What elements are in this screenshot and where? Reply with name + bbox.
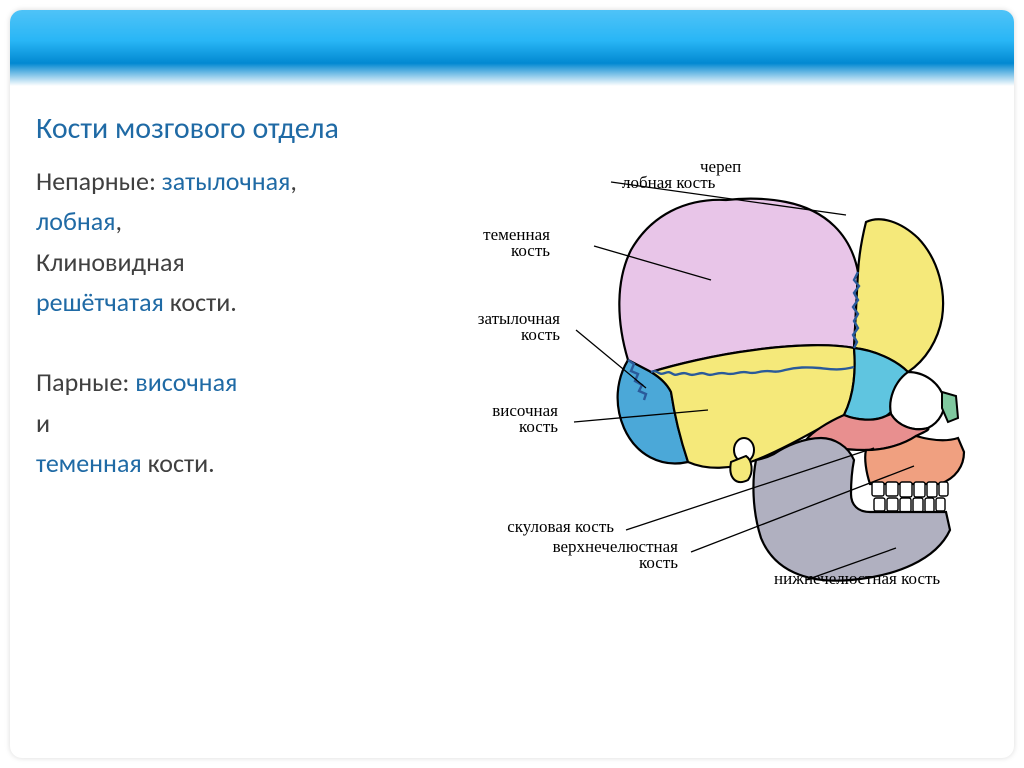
slide-title: Кости мозгового отдела <box>36 110 988 147</box>
t4b: кости. <box>164 286 237 318</box>
t1c: , <box>290 165 297 197</box>
line-5: Парные: височная <box>36 362 466 402</box>
slide-frame: Кости мозгового отдела Непарные: затылоч… <box>10 10 1014 758</box>
blank-1 <box>36 322 466 362</box>
label-visoch2: кость <box>519 418 558 436</box>
line-1: Непарные: затылочная, <box>36 161 466 201</box>
line-4: решётчатая кости. <box>36 282 466 322</box>
upper-teeth <box>872 482 948 497</box>
label-temennaya2: кость <box>511 242 550 260</box>
line-6: и <box>36 403 466 443</box>
frontal-bone <box>854 219 943 372</box>
lower-teeth <box>874 498 945 512</box>
t5a: Парные: <box>36 366 135 398</box>
line-2: лобная, <box>36 201 466 241</box>
t7a: теменная <box>36 447 142 479</box>
t1a: Непарные: <box>36 165 162 197</box>
label-lobnaya: лобная кость <box>622 174 715 192</box>
label-zatyl2: кость <box>521 326 560 344</box>
nasal-bone <box>942 392 958 422</box>
t2c: , <box>116 205 123 237</box>
label-verkh2: кость <box>639 554 678 572</box>
body-text: Непарные: затылочная, лобная, Клиновидна… <box>36 161 466 483</box>
t4a: решётчатая <box>36 286 164 318</box>
t7b: кости. <box>142 447 215 479</box>
label-skul: скуловая кость <box>507 518 614 536</box>
t1b: затылочная <box>162 165 291 197</box>
t2: лобная <box>36 205 116 237</box>
t5b: височная <box>135 366 237 398</box>
orbit <box>890 372 944 429</box>
header-gradient <box>10 10 1014 86</box>
line-3: Клиновидная <box>36 242 466 282</box>
skull-diagram: череп лобная кость теменная кость затыло… <box>456 160 996 600</box>
label-nizh: нижнечелюстная кость <box>774 570 940 588</box>
line-7: теменная кости. <box>36 443 466 483</box>
